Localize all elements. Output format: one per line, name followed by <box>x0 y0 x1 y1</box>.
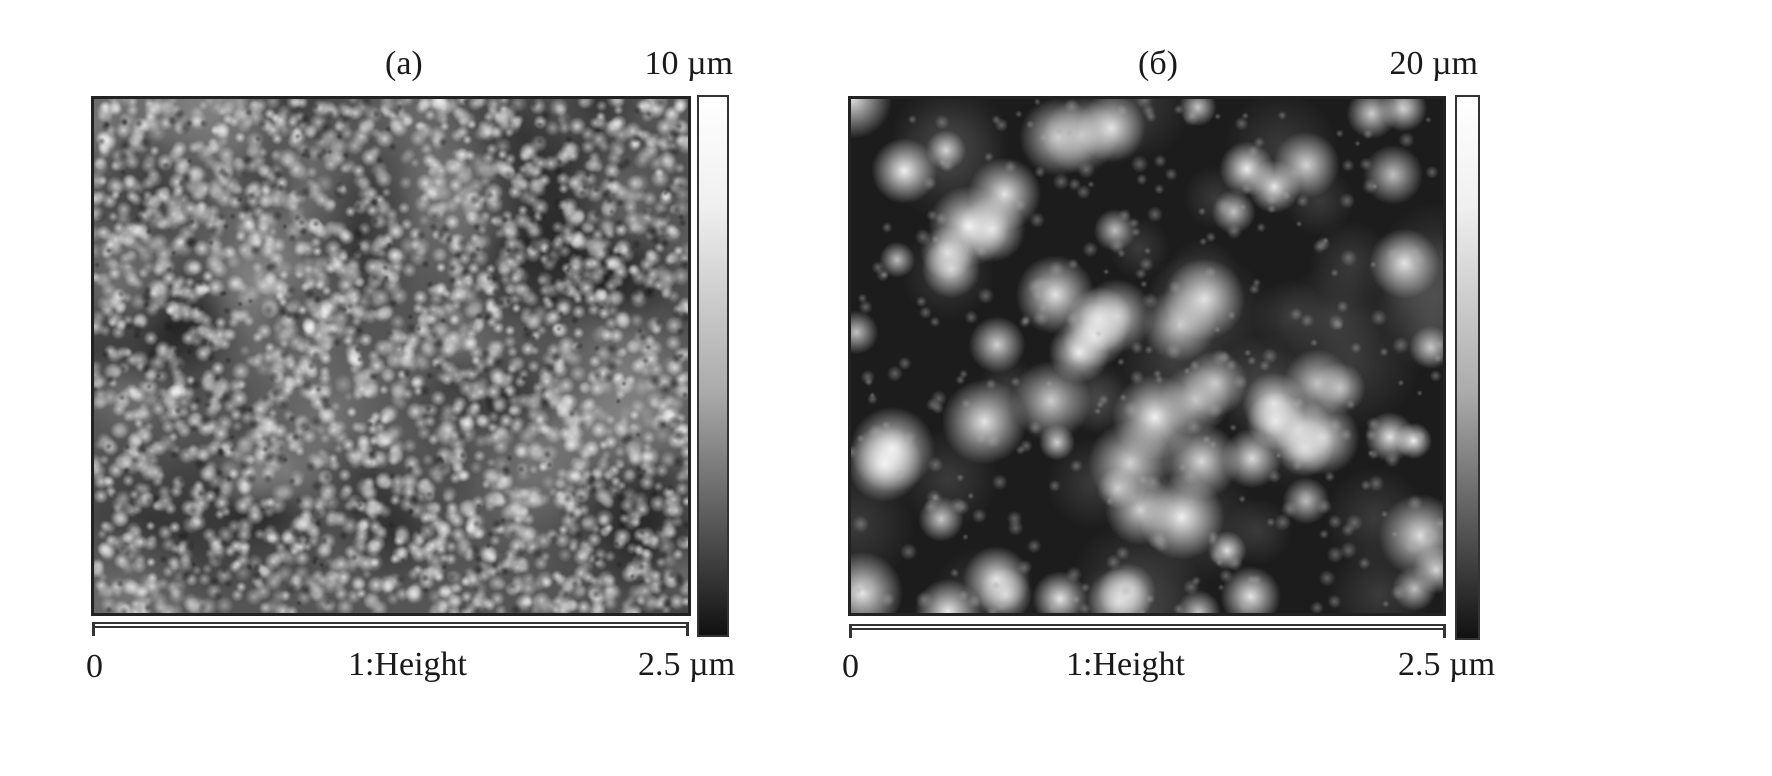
channel-label-a: 1:Height <box>348 646 467 683</box>
panel-a-colorbar-max: 10 µm <box>644 45 733 82</box>
panel-a-label: (a) <box>385 45 423 82</box>
colorbar-a <box>697 95 729 637</box>
axis-end-b: 2.5 µm <box>1398 646 1496 683</box>
panel-b-colorbar-max: 20 µm <box>1389 45 1478 82</box>
axis-end-a: 2.5 µm <box>638 646 736 683</box>
channel-label-b: 1:Height <box>1066 646 1185 683</box>
colorbar-b <box>1455 95 1480 640</box>
scale-tick-end-a <box>686 622 689 636</box>
afm-height-image-a <box>91 96 691 616</box>
scale-bar-a <box>93 622 689 628</box>
axis-start-b: 0 <box>842 648 859 685</box>
scale-tick-start-b <box>849 624 852 638</box>
afm-height-image-b <box>848 96 1446 616</box>
axis-start-a: 0 <box>86 648 103 685</box>
panel-b-label: (б) <box>1138 45 1178 82</box>
scale-tick-start-a <box>92 622 95 636</box>
scale-tick-end-b <box>1443 624 1446 638</box>
scale-bar-b <box>850 624 1446 630</box>
